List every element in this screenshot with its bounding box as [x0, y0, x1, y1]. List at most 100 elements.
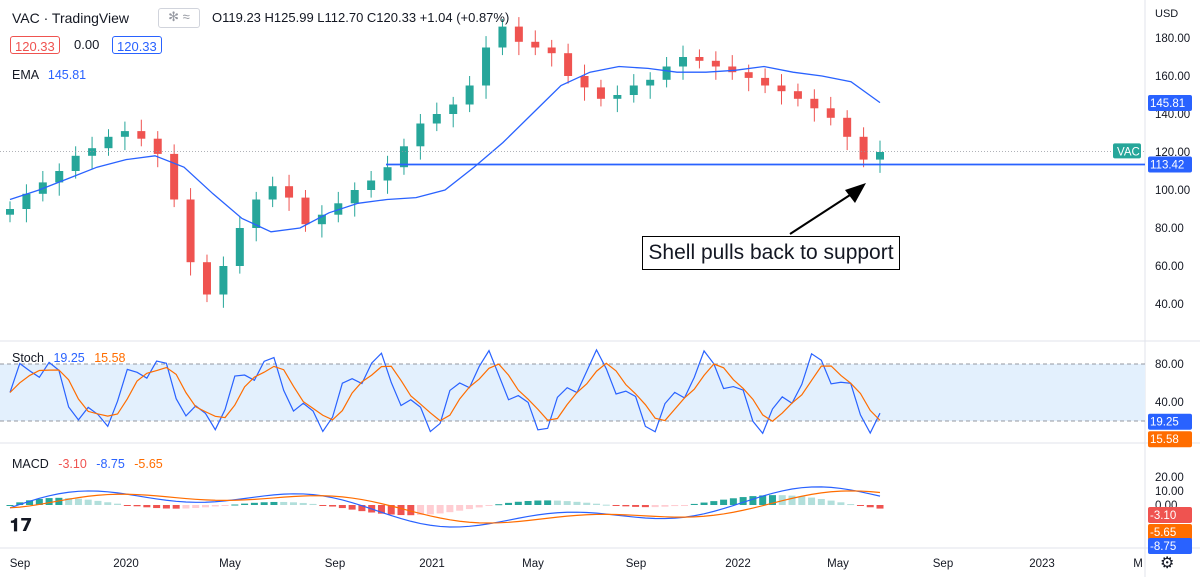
macd-hist-bar — [211, 505, 219, 507]
macd-hist-bar — [671, 505, 679, 507]
sell-button[interactable]: 120.33 — [10, 36, 60, 54]
stoch-tick-label: 80.00 — [1155, 359, 1184, 371]
price-tick-label: 40.00 — [1155, 299, 1184, 311]
candle-body — [432, 114, 441, 124]
macd-hist-bar — [250, 502, 258, 505]
candle-body — [777, 85, 786, 92]
spread-value: 0.00 — [74, 37, 100, 52]
price-tick-label: 100.00 — [1155, 185, 1190, 197]
macd-hist-bar — [182, 505, 190, 509]
macd-hist-bar — [505, 502, 513, 505]
macd-label: MACD — [12, 457, 49, 471]
candle-body — [843, 117, 852, 137]
time-tick-label: May — [827, 558, 849, 570]
macd-hist-bar — [309, 503, 317, 505]
macd-line-value: -8.75 — [96, 457, 125, 471]
ema-price-tag-bg — [1148, 94, 1192, 111]
macd-signal-tag-bg — [1148, 524, 1192, 540]
candle-body — [55, 171, 64, 183]
price-tick-label: 120.00 — [1155, 147, 1190, 159]
macd-hist-bar — [534, 500, 542, 505]
macd-signal-line — [9, 490, 881, 524]
macd-legend[interactable]: MACD -3.10 -8.75 -5.65 — [12, 457, 163, 471]
macd-hist-bar — [641, 505, 649, 508]
macd-hist-bar — [475, 505, 483, 508]
candle-body — [629, 85, 638, 95]
symbol-title[interactable]: VAC · TradingView — [12, 10, 129, 26]
ema-price-tag: 145.81 — [1150, 98, 1185, 110]
support-price-tag: 113.42 — [1150, 160, 1184, 172]
macd-hist-bar — [622, 505, 630, 507]
price-tick-label: 60.00 — [1155, 261, 1184, 273]
macd-hist-bar — [553, 500, 561, 505]
price-tick-label: 80.00 — [1155, 223, 1184, 235]
annotation-callout: Shell pulls back to support — [642, 236, 900, 270]
candle-body — [793, 91, 802, 99]
macd-hist-bar — [837, 502, 845, 505]
time-tick-label: May — [219, 558, 241, 570]
time-tick-label: 2023 — [1029, 558, 1055, 570]
macd-hist-bar — [768, 495, 776, 505]
annotation-arrowhead — [845, 183, 866, 203]
macd-hist-bar — [241, 503, 249, 505]
macd-hist-bar — [524, 500, 532, 505]
macd-hist-bar — [798, 496, 806, 505]
candle-body — [153, 138, 162, 154]
macd-hist-bar — [45, 498, 53, 505]
stoch-k-line — [9, 348, 881, 435]
macd-hist-bar — [485, 505, 493, 506]
candle-body — [235, 228, 244, 266]
candle-body — [219, 266, 228, 295]
candle-body — [876, 152, 884, 160]
macd-hist-bar — [700, 502, 708, 505]
macd-hist-bar — [104, 502, 112, 505]
stoch-d-tag: 15.58 — [1150, 434, 1179, 446]
macd-hist-bar — [759, 495, 767, 505]
macd-hist-bar — [661, 505, 669, 507]
macd-hist-bar — [280, 501, 288, 505]
candle-body — [252, 199, 261, 228]
candle-body — [268, 186, 277, 200]
macd-hist-bar — [612, 505, 620, 506]
macd-hist-bar — [446, 505, 454, 513]
buy-button[interactable]: 120.33 — [112, 36, 162, 54]
price-tick-label: 140.00 — [1155, 109, 1190, 121]
macd-hist-bar — [74, 498, 82, 505]
macd-hist-bar — [172, 505, 180, 509]
compare-icon[interactable]: ✻ ≈ — [158, 8, 200, 28]
tradingview-logo: 𝟏𝟳 — [10, 515, 33, 535]
macd-hist-bar — [651, 505, 659, 508]
candle-body — [498, 26, 507, 48]
price-tick-label: 160.00 — [1155, 71, 1190, 83]
stoch-band — [0, 364, 1145, 421]
candle-body — [301, 197, 310, 225]
macd-hist-bar — [827, 500, 835, 505]
candle-body — [744, 72, 753, 78]
macd-hist-bar — [338, 505, 346, 509]
candle-body — [449, 104, 458, 114]
macd-hist-bar — [436, 505, 444, 514]
macd-hist-bar — [153, 505, 161, 509]
ema-legend[interactable]: EMA 145.81 — [12, 68, 86, 82]
candle-body — [350, 190, 359, 204]
settings-gear-icon[interactable]: ⚙ — [1160, 555, 1175, 572]
macd-hist-bar — [465, 505, 473, 510]
macd-hist-bar — [544, 500, 552, 505]
stoch-d-line — [9, 362, 881, 422]
candle-body — [317, 214, 326, 225]
time-tick-label: 2020 — [113, 558, 139, 570]
candle-body — [170, 153, 179, 200]
macd-hist-bar — [573, 501, 581, 505]
candle-body — [662, 66, 671, 80]
macd-hist-bar — [329, 505, 337, 507]
macd-hist-bar — [299, 502, 307, 505]
macd-hist-bar — [583, 502, 591, 505]
candle-body — [810, 98, 819, 109]
macd-hist-bar — [866, 505, 874, 508]
candle-body — [88, 148, 97, 156]
stoch-k-value: 19.25 — [53, 351, 85, 365]
stoch-legend[interactable]: Stoch 19.25 15.58 — [12, 351, 126, 365]
candle-body — [465, 85, 474, 105]
macd-hist-bar — [680, 505, 688, 506]
